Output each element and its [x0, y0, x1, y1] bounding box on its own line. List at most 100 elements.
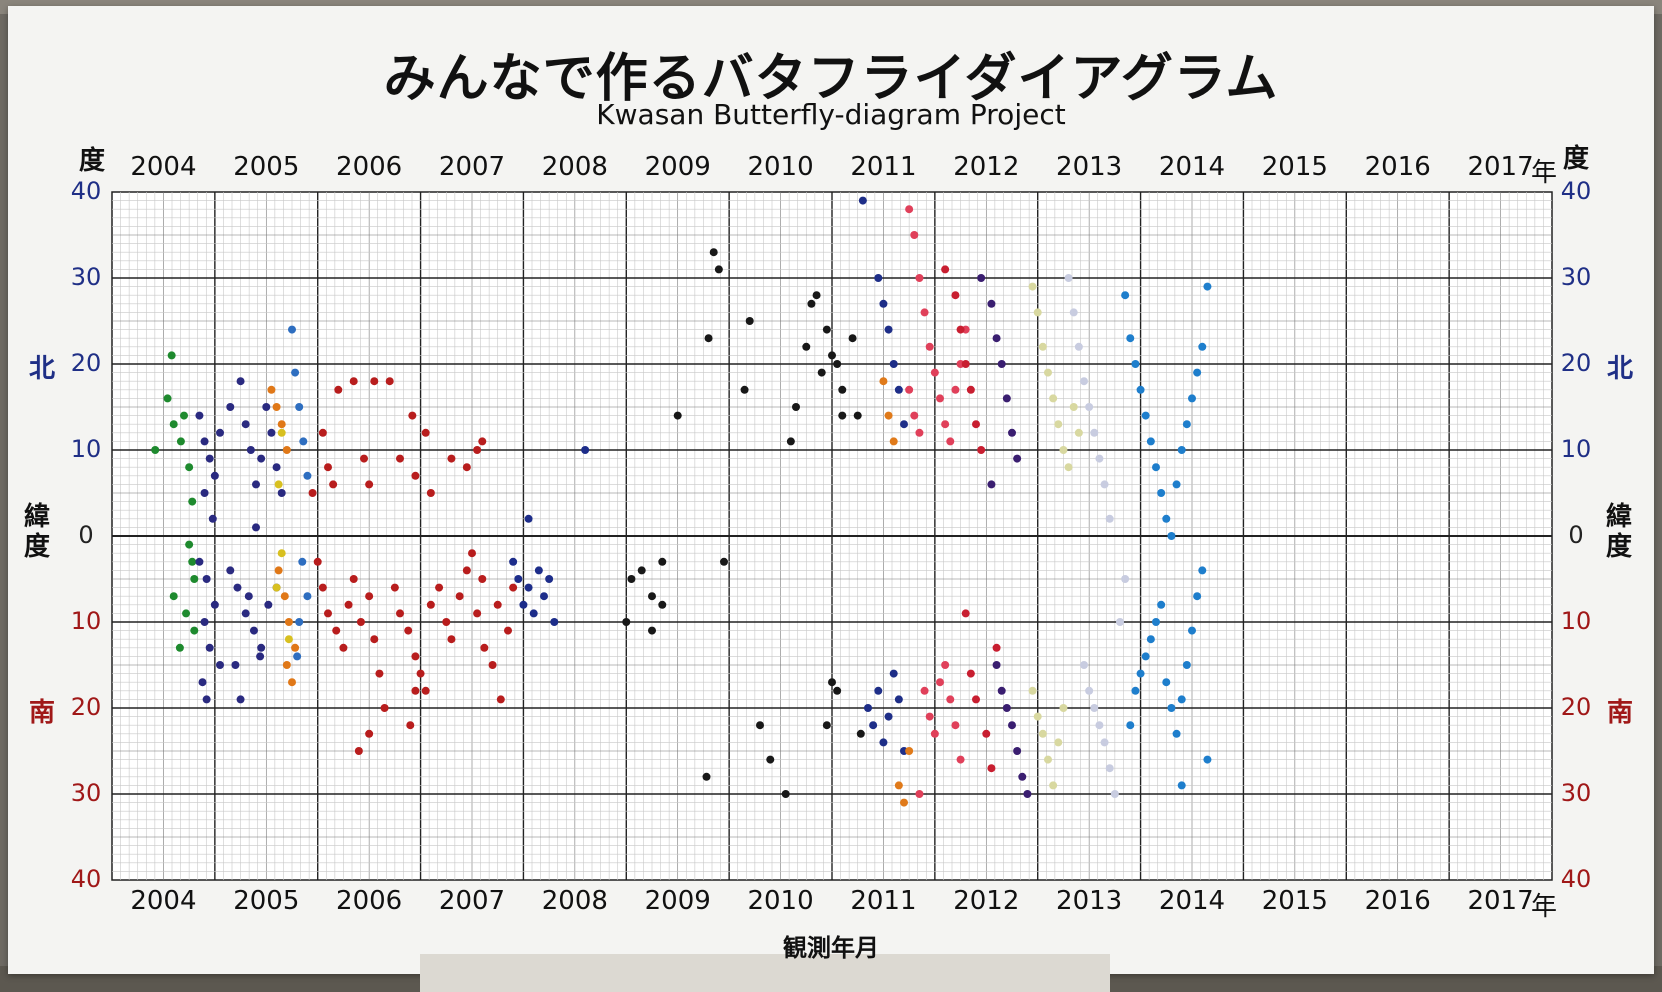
sunspot-point [282, 446, 291, 454]
sunspot-point [956, 325, 965, 334]
sunspot-point [421, 686, 430, 695]
sunspot-point [884, 325, 893, 334]
sunspot-point [195, 411, 204, 420]
sunspot-point [334, 385, 343, 394]
sunspot-point [356, 618, 365, 626]
sunspot-point [709, 248, 718, 257]
sunspot-point [869, 721, 878, 730]
sunspot-point [807, 299, 816, 308]
sunspot-point [1136, 385, 1145, 394]
sunspot-point [1203, 755, 1212, 764]
sunspot-point [889, 360, 898, 368]
sunspot-point [905, 205, 914, 214]
sunspot-point [822, 325, 831, 334]
sunspot-point [303, 592, 312, 601]
sunspot-point [277, 549, 286, 558]
sunspot-point [151, 446, 160, 454]
sunspot-point [534, 566, 543, 575]
sunspot-point [365, 729, 374, 738]
sunspot-point [284, 635, 293, 644]
sunspot-point [864, 704, 872, 712]
north-label-right: 北 [1606, 354, 1633, 384]
sunspot-point [1110, 790, 1119, 798]
sunspot-point [169, 420, 178, 429]
sunspot-point [936, 678, 944, 687]
sunspot-point [704, 334, 713, 343]
sunspot-point [987, 299, 996, 308]
sunspot-point [1182, 420, 1191, 429]
sunspot-point [848, 334, 857, 343]
lat-tick-zero-left: 0 [78, 521, 94, 549]
sunspot-point [879, 738, 888, 747]
sunspot-point [856, 729, 865, 738]
sunspot-point [1023, 790, 1032, 798]
sunspot-point [198, 678, 207, 687]
sunspot-point [858, 196, 867, 205]
year-label-top: 2016 [1364, 152, 1431, 182]
sunspot-point [961, 360, 970, 368]
year-label-bottom: 2012 [953, 886, 1020, 916]
sunspot-point [256, 652, 265, 661]
sunspot-point [267, 428, 276, 437]
poster-stand [420, 954, 1110, 992]
sunspot-point [987, 480, 996, 489]
sunspot-point [185, 463, 194, 472]
sunspot-point [1100, 738, 1109, 747]
year-label-top: 2008 [541, 152, 608, 182]
year-label-bottom: 2015 [1261, 886, 1328, 916]
poster-title: みんなで作るバタフライダイアグラム [383, 49, 1279, 109]
sunspot-point [920, 686, 929, 695]
sunspot-point [1105, 764, 1114, 773]
sunspot-point [282, 661, 291, 669]
sunspot-point [208, 514, 217, 523]
sunspot-point [293, 652, 302, 661]
sunspot-point [1080, 377, 1088, 386]
sunspot-point [1074, 342, 1083, 351]
sunspot-point [163, 394, 172, 403]
sunspot-point [1146, 437, 1155, 446]
sunspot-point [905, 747, 914, 755]
sunspot-point [853, 411, 862, 420]
sunspot-point [951, 291, 960, 300]
sunspot-point [318, 428, 327, 437]
sunspot-point [519, 600, 528, 609]
sunspot-point [910, 411, 919, 420]
year-label-top: 2013 [1056, 152, 1123, 182]
sunspot-point [972, 695, 980, 704]
sunspot-point [817, 368, 826, 377]
year-label-bottom: 2007 [438, 886, 506, 916]
sunspot-point [344, 600, 353, 609]
sunspot-point [900, 798, 908, 807]
sunspot-point [1172, 480, 1181, 489]
sunspot-point [1054, 738, 1063, 747]
sunspot-point [966, 669, 975, 678]
lat-tick-south-left: 20 [70, 693, 102, 721]
sunspot-point [324, 609, 332, 618]
lat-tick-north-right: 20 [1560, 349, 1592, 377]
sunspot-point [167, 351, 176, 360]
year-label-top: 2006 [336, 152, 403, 182]
sunspot-point [1018, 772, 1027, 781]
sunspot-point [1090, 428, 1099, 437]
sunspot-point [360, 454, 368, 463]
sunspot-point [349, 575, 358, 583]
sunspot-point [1182, 661, 1191, 669]
sunspot-point [493, 600, 502, 609]
sunspot-point [946, 437, 955, 446]
sunspot-point [329, 480, 338, 489]
sunspot-point [252, 523, 260, 532]
sunspot-point [447, 454, 456, 463]
sunspot-point [233, 583, 242, 592]
sunspot-point [274, 480, 283, 489]
sunspot-point [702, 772, 711, 781]
sunspot-point [1121, 575, 1130, 583]
sunspot-point [1028, 282, 1037, 291]
sunspot-point [884, 712, 893, 721]
sunspot-point [190, 575, 199, 583]
x-axis-label: 観測年月 [783, 934, 879, 962]
sunspot-point [833, 360, 842, 368]
sunspot-point [1069, 403, 1078, 411]
sunspot-point [992, 334, 1001, 343]
sunspot-point [1054, 420, 1063, 429]
sunspot-point [951, 385, 960, 394]
